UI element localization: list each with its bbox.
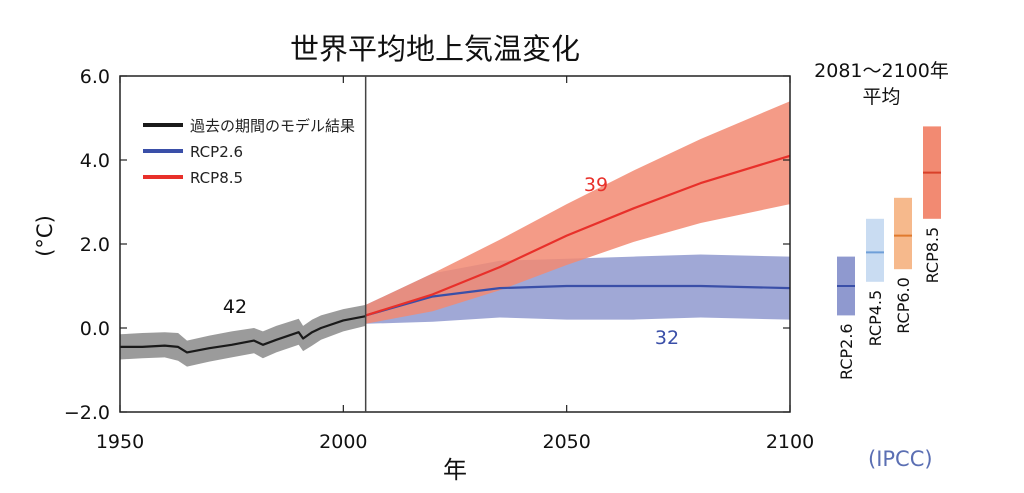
period-average-title-line2: 平均 bbox=[862, 86, 901, 108]
average-range-bar-rcp4-5 bbox=[866, 218, 884, 282]
y-tick-label: 0.0 bbox=[80, 318, 110, 340]
y-tick-label: −2.0 bbox=[64, 402, 110, 424]
uncertainty-band-rcp8-5 bbox=[365, 101, 790, 324]
average-bar-label-rcp4-5: RCP4.5 bbox=[866, 290, 885, 347]
source-label: (IPCC) bbox=[868, 447, 933, 471]
x-tick-label: 2000 bbox=[319, 431, 367, 453]
y-tick-label: 2.0 bbox=[80, 234, 110, 256]
legend-label-series-0: 過去の期間のモデル結果 bbox=[190, 117, 355, 135]
period-average-title-line1: 2081〜2100年 bbox=[814, 60, 949, 82]
y-tick-label: 4.0 bbox=[80, 150, 110, 172]
y-axis-label: (°C) bbox=[33, 215, 57, 257]
average-bar-label-rcp8-5: RCP8.5 bbox=[923, 227, 942, 284]
x-tick-label: 2100 bbox=[766, 431, 814, 453]
series-line-series-0 bbox=[120, 315, 366, 354]
average-bar-label-rcp2-6: RCP2.6 bbox=[837, 323, 856, 380]
y-tick-label: 6.0 bbox=[80, 66, 110, 88]
model-count-label-rcp8-5: 39 bbox=[584, 174, 608, 196]
series-line-rcp2-6 bbox=[365, 284, 790, 317]
chart-title: 世界平均地上気温変化 bbox=[290, 32, 581, 66]
period-average-title: 2081〜2100年 平均 bbox=[804, 58, 959, 110]
legend-label-rcp2-6: RCP2.6 bbox=[190, 143, 243, 161]
average-bar-label-rcp6-0: RCP6.0 bbox=[894, 277, 913, 334]
plot-area bbox=[120, 101, 790, 367]
legend-label-rcp8-5: RCP8.5 bbox=[190, 169, 243, 187]
x-tick-label: 1950 bbox=[96, 431, 144, 453]
x-tick-label: 2050 bbox=[542, 431, 590, 453]
model-count-label-series-0: 42 bbox=[223, 296, 247, 318]
average-range-bar-rcp6-0 bbox=[894, 197, 912, 270]
uncertainty-band-series-0 bbox=[120, 304, 366, 367]
x-axis-label: 年 bbox=[443, 456, 467, 484]
model-count-label-rcp2-6: 32 bbox=[655, 327, 679, 349]
series-line-rcp8-5 bbox=[365, 154, 790, 317]
